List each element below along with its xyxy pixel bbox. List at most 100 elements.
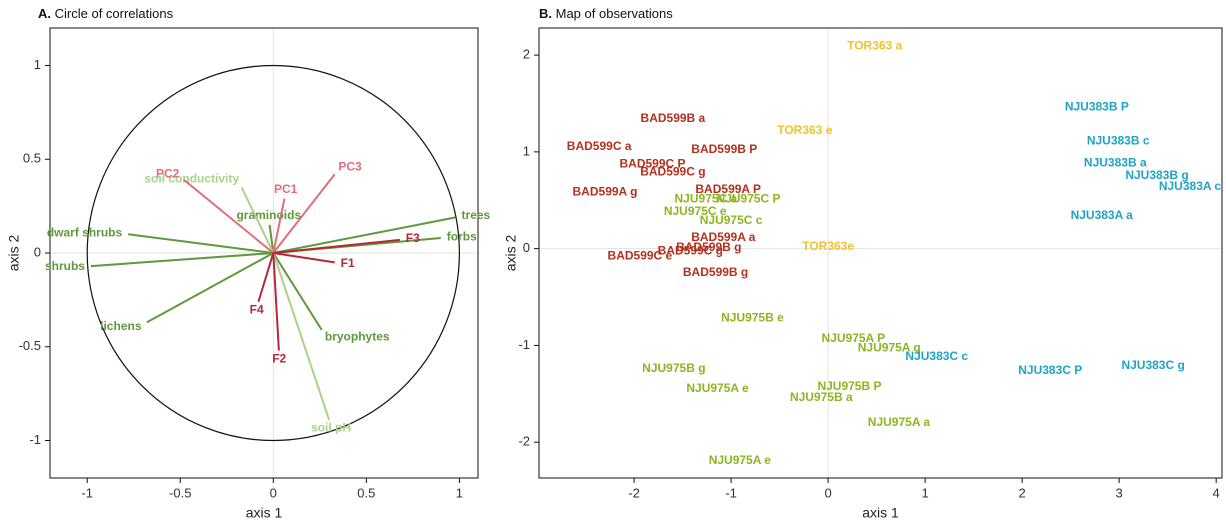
vector xyxy=(273,238,400,254)
panel-letter: B. xyxy=(539,6,552,21)
unit-circle xyxy=(86,64,460,442)
vector xyxy=(272,252,280,351)
x-axis-label: axis 1 xyxy=(862,505,899,521)
x-tick-label: 0 xyxy=(824,485,831,500)
observation-label: BAD599B P xyxy=(691,142,757,156)
vector-label: graminoids xyxy=(236,208,301,222)
panel-title-text: Circle of correlations xyxy=(55,6,174,21)
vector xyxy=(272,173,336,254)
observation-label: BAD599C g xyxy=(640,164,705,178)
panel-letter: A. xyxy=(38,6,51,21)
observation-label: NJU975C e xyxy=(664,204,727,218)
x-tick-label: 1 xyxy=(456,485,463,500)
observation-label: NJU383C c xyxy=(905,349,968,363)
vector xyxy=(272,198,286,254)
vector-label: F3 xyxy=(406,231,420,245)
observation-label: NJU975B e xyxy=(721,310,784,324)
vector xyxy=(273,216,456,254)
observation-label: TOR363 a xyxy=(847,39,902,53)
observation-label: BAD599A P xyxy=(695,182,761,196)
vector-label: bryophytes xyxy=(325,330,390,344)
observation-label: NJU975C c xyxy=(700,213,763,227)
observation-label: BAD599A g xyxy=(573,185,638,199)
observation-label: TOR363e xyxy=(802,239,854,253)
x-tick-label: 0.5 xyxy=(357,485,375,500)
y-tick-label: 0.5 xyxy=(23,151,41,166)
y-axis-label: axis 2 xyxy=(6,235,22,272)
observation-label: BAD599C P xyxy=(619,157,685,171)
vector xyxy=(146,252,274,324)
vector-label: F1 xyxy=(341,256,355,270)
observation-label: BAD599A a xyxy=(691,230,756,244)
observation-label: NJU383C g xyxy=(1121,358,1184,372)
x-tick-label: 0 xyxy=(270,485,277,500)
x-axis-label: axis 1 xyxy=(246,505,283,521)
panel-title-text: Map of observations xyxy=(556,6,674,21)
observation-label: NJU975C a xyxy=(675,191,738,205)
y-tick-label: -1 xyxy=(29,432,41,447)
observation-label: NJU383B P xyxy=(1065,100,1129,114)
observation-label: NJU975B a xyxy=(790,390,853,404)
x-tick-label: -1 xyxy=(81,485,93,500)
x-tick-label: -0.5 xyxy=(169,485,191,500)
panel-title: A. Circle of correlations xyxy=(38,6,174,21)
y-axis-label: axis 2 xyxy=(503,235,519,272)
vector-label: PC1 xyxy=(274,182,298,196)
y-tick-label: 1 xyxy=(34,57,41,72)
observation-label: BAD599B a xyxy=(641,111,706,125)
vector-label: shrubs xyxy=(45,259,85,273)
observation-label: BAD599C a xyxy=(567,139,632,153)
vector xyxy=(272,252,331,421)
vector xyxy=(268,224,275,254)
x-tick-label: 4 xyxy=(1213,485,1220,500)
y-tick-label: -2 xyxy=(518,434,530,449)
vector-label: lichens xyxy=(100,319,142,333)
observation-label: BAD599B g xyxy=(676,240,741,254)
observation-label: TOR363 e xyxy=(777,123,832,137)
observation-label: BAD599C e xyxy=(608,249,673,263)
observation-label: NJU383C P xyxy=(1018,363,1082,377)
observation-label: NJU975A g xyxy=(858,340,921,354)
y-tick-label: 0 xyxy=(523,240,530,255)
y-tick-label: -0.5 xyxy=(19,338,41,353)
observation-label: NJU975C P xyxy=(717,191,781,205)
x-tick-label: 1 xyxy=(922,485,929,500)
vector-label: soil conductivity xyxy=(144,171,239,185)
vector xyxy=(272,252,323,331)
x-tick-label: -2 xyxy=(628,485,640,500)
observation-label: BAD599B g xyxy=(683,265,748,279)
vector xyxy=(273,252,335,264)
vector-label: dwarf shrubs xyxy=(47,225,123,239)
vector-label: soil pH xyxy=(311,421,351,435)
observation-label: NJU975A e xyxy=(686,381,749,395)
observation-label: NJU975A e xyxy=(709,453,772,467)
vector-label: PC2 xyxy=(156,166,180,180)
observation-label: BAD599C g xyxy=(658,244,723,258)
y-tick-label: -1 xyxy=(518,337,530,352)
observation-label: NJU975A P xyxy=(822,331,886,345)
vector-label: F4 xyxy=(250,303,264,317)
vector-label: forbs xyxy=(447,229,477,243)
observation-label: NJU975B g xyxy=(642,361,705,375)
y-tick-label: 2 xyxy=(523,47,530,62)
vector xyxy=(257,252,275,303)
x-tick-label: 2 xyxy=(1019,485,1026,500)
plot-frame xyxy=(538,27,1223,479)
observation-label: NJU383B c xyxy=(1087,133,1150,147)
observation-label: NJU383B g xyxy=(1125,168,1188,182)
vector xyxy=(90,252,274,268)
observation-label: NJU383A c xyxy=(1159,179,1222,193)
y-tick-label: 1 xyxy=(523,143,530,158)
vector xyxy=(183,179,274,254)
y-tick-label: 0 xyxy=(34,244,41,259)
vector xyxy=(240,186,275,254)
panel-title: B. Map of observations xyxy=(539,6,673,21)
observation-label: NJU383A a xyxy=(1071,208,1134,222)
x-tick-label: 3 xyxy=(1116,485,1123,500)
observation-label: NJU975A a xyxy=(868,415,931,429)
observation-label: NJU383B a xyxy=(1084,156,1147,170)
x-tick-label: -1 xyxy=(725,485,737,500)
vector-label: trees xyxy=(462,208,491,222)
observation-label: NJU975B P xyxy=(817,379,881,393)
